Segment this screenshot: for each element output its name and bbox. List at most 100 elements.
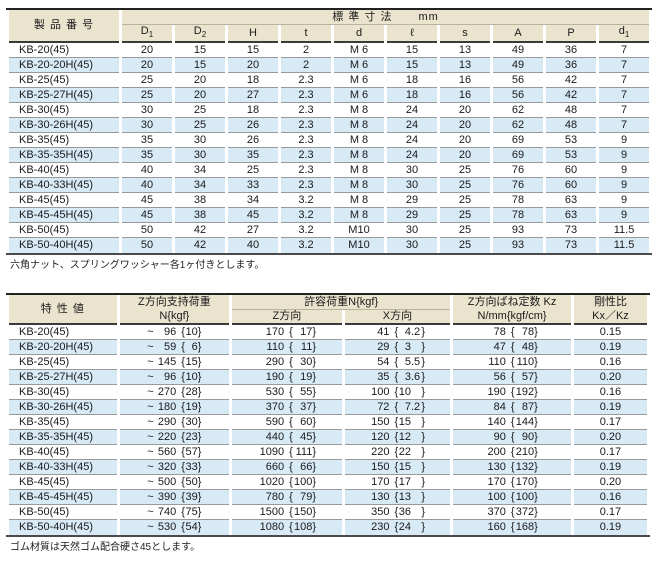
rigidity-ratio-cell: 0.17: [573, 415, 647, 431]
dimension-value-cell: 25: [440, 163, 490, 179]
dimension-value-cell: 15: [228, 43, 278, 59]
product-number-cell: KB-50(45): [9, 505, 117, 521]
newton-value: 320: [157, 460, 177, 473]
kgf-value-int: 3: [404, 370, 411, 383]
dimension-value-cell: 50: [122, 223, 172, 239]
dimension-value-cell: 13: [440, 43, 490, 59]
z-support-load-cell: ~320 {33}: [119, 460, 230, 476]
dimension-value-cell: 40: [228, 238, 278, 254]
newton-value: 84: [493, 400, 506, 413]
table-row: KB-45-45H(45) 45 38 45 3.2 M 8 29 25 78 63 9: [9, 208, 650, 224]
product-number-cell: KB-40(45): [9, 163, 119, 179]
brace-close: }: [421, 415, 426, 428]
kgf-value-int: 13: [398, 490, 411, 503]
kgf-value: 79: [300, 490, 313, 503]
kgf-value-int: 10: [398, 385, 411, 398]
dimension-value-cell: 9: [599, 148, 650, 164]
newton-value: 180: [157, 400, 177, 413]
dimension-value-cell: M10: [334, 223, 384, 239]
brace-open: {: [394, 460, 399, 473]
z-support-load-cell: ~96 {10}: [119, 325, 230, 341]
kgf-value-int: 15: [398, 415, 411, 428]
kgf-value: 108: [293, 521, 313, 534]
brace-open: {: [510, 325, 515, 338]
dimension-value-cell: 48: [546, 118, 596, 134]
z-support-load-cell: ~59 {6}: [119, 340, 230, 356]
kgf-value: 23: [185, 430, 198, 443]
product-number-cell: KB-40-33H(45): [9, 178, 119, 194]
tilde-prefix: ~: [147, 490, 154, 503]
brace-open: {: [289, 445, 293, 458]
dimensions-table-body: KB-20(45) 20 15 15 2 M 6 15 13 49 36 7 KB-20-20H(45…: [9, 43, 650, 254]
dimension-value-cell: 25: [122, 88, 172, 104]
brace-open: {: [394, 521, 399, 534]
product-number-cell: KB-25-27H(45): [9, 88, 119, 104]
brace-open: {: [394, 340, 399, 353]
kgf-value-int: 7: [404, 400, 411, 413]
z-support-load-unit: N{kgf}: [159, 310, 190, 323]
newton-value: 1020: [259, 475, 285, 488]
dimension-value-cell: 42: [175, 223, 225, 239]
dimension-value-cell: 25: [175, 103, 225, 119]
newton-value: 96: [163, 370, 177, 383]
brace-open: {: [510, 370, 515, 383]
allowable-load-header: 許容荷重N{kgf}: [232, 295, 451, 311]
kgf-value: 60: [300, 415, 313, 428]
dimension-value-cell: 2.3: [281, 178, 331, 194]
kgf-value: 30: [185, 415, 198, 428]
allowable-load-x-cell: 150 {15}: [344, 415, 451, 431]
dimension-value-cell: 45: [228, 208, 278, 224]
dimension-value-cell: 24: [387, 118, 437, 134]
brace-close: }: [197, 505, 202, 518]
brace-close: }: [312, 445, 317, 458]
allowable-load-x-cell: 35 {3.6}: [344, 370, 451, 386]
brace-open: {: [289, 490, 293, 503]
brace-open: {: [510, 400, 515, 413]
rigidity-ratio-cell: 0.20: [573, 475, 647, 491]
product-number-cell: KB-35(45): [9, 133, 119, 149]
dimension-value-cell: 60: [546, 178, 596, 194]
brace-open: {: [394, 370, 399, 383]
newton-value: 440: [265, 430, 285, 443]
dimension-value-cell: 7: [599, 58, 650, 74]
brace-close: }: [534, 430, 538, 443]
product-number-cell: KB-20(45): [9, 43, 119, 59]
kgf-value: 210: [515, 445, 535, 458]
brace-open: {: [289, 505, 293, 518]
table-row: KB-40-33H(45) 40 34 33 2.3 M 8 30 25 76 60 9: [9, 178, 650, 194]
column-subscript: 1: [148, 30, 154, 40]
dimension-value-cell: 15: [175, 43, 225, 59]
z-support-load-label: Z方向支持荷重: [137, 296, 211, 309]
dimension-value-cell: 33: [228, 178, 278, 194]
rigidity-ratio-cell: 0.19: [573, 340, 647, 356]
kgf-value: 110: [516, 355, 535, 368]
brace-open: {: [510, 415, 515, 428]
brace-close: }: [534, 400, 538, 413]
dimension-value-cell: 24: [387, 148, 437, 164]
newton-value: 190: [487, 385, 506, 398]
kgf-value: 54: [185, 521, 198, 534]
brace-open: {: [394, 445, 399, 458]
brace-close: }: [534, 325, 538, 338]
dimension-value-cell: 25: [440, 238, 490, 254]
brace-close: }: [312, 460, 317, 473]
table-row: KB-25-27H(45) ~96 {10} 190 {19} 35 {3.6} 56 {57}…: [9, 370, 647, 386]
dimension-value-cell: 24: [387, 133, 437, 149]
table-row: KB-45(45) 45 38 34 3.2 M 8 29 25 78 63 9: [9, 193, 650, 209]
dimension-value-cell: 20: [122, 58, 172, 74]
z-support-load-cell: ~180 {19}: [119, 400, 230, 416]
dimension-value-cell: 15: [387, 58, 437, 74]
brace-open: {: [394, 490, 399, 503]
dimension-column-header: d: [334, 25, 384, 44]
brace-close: }: [534, 521, 538, 534]
dimension-value-cell: 30: [122, 103, 172, 119]
newton-value: 220: [371, 445, 390, 458]
characteristics-section: 特 性 値 Z方向支持荷重 N{kgf} 許容荷重N{kgf} Z方向ばね定数 …: [6, 293, 650, 554]
spring-constant-cell: 78 {78}: [453, 325, 571, 341]
column-symbol: d: [355, 26, 363, 39]
table-row: KB-45-45H(45) ~390 {39} 780{79} 130 {13} 100 {1…: [9, 490, 647, 506]
brace-close: }: [421, 340, 426, 353]
dimension-value-cell: 35: [122, 133, 172, 149]
kgf-value-int: 5: [404, 355, 411, 368]
